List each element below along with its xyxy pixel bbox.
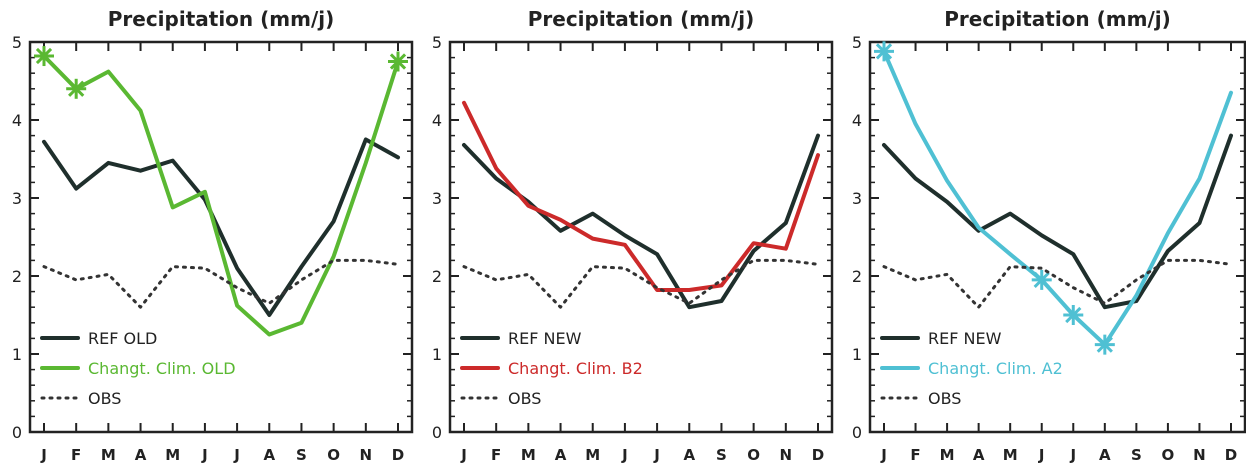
y-tick-label: 4 bbox=[12, 111, 22, 130]
series-line-3 bbox=[42, 258, 400, 309]
chart-title: Precipitation (mm/j) bbox=[108, 7, 335, 31]
x-tick-label: A bbox=[555, 446, 567, 464]
series-marker bbox=[34, 46, 54, 67]
series-line-1 bbox=[462, 133, 820, 310]
x-tick-label: J bbox=[1069, 446, 1076, 464]
series-line-3 bbox=[462, 258, 820, 309]
x-tick-label: S bbox=[716, 446, 727, 464]
y-tick-label: 1 bbox=[432, 345, 442, 364]
x-tick-label: A bbox=[1099, 446, 1111, 464]
series-marker bbox=[1031, 269, 1052, 290]
chart-title: Precipitation (mm/j) bbox=[528, 7, 755, 31]
x-tick-label: J bbox=[40, 446, 47, 464]
x-tick-label: D bbox=[812, 446, 824, 464]
legend-label: OBS bbox=[88, 389, 121, 408]
series-marker bbox=[388, 51, 408, 72]
series-marker bbox=[1094, 334, 1115, 355]
x-tick-label: O bbox=[327, 446, 340, 464]
plot-frame bbox=[28, 40, 414, 434]
x-tick-label: M bbox=[101, 446, 116, 464]
plot-frame bbox=[868, 40, 1246, 434]
x-tick-label: A bbox=[135, 446, 147, 464]
x-tick-label: O bbox=[1162, 446, 1175, 464]
x-tick-label: J bbox=[653, 446, 660, 464]
legend-label: Changt. Clim. A2 bbox=[928, 359, 1063, 378]
x-tick-label: M bbox=[165, 446, 180, 464]
x-tick-label: N bbox=[780, 446, 793, 464]
x-tick-label: A bbox=[683, 446, 695, 464]
x-tick-label: J bbox=[621, 446, 628, 464]
y-tick-label: 2 bbox=[12, 267, 22, 286]
y-tick-label: 5 bbox=[432, 33, 442, 52]
marker-stroke bbox=[875, 43, 893, 60]
legend-label: REF NEW bbox=[508, 329, 582, 348]
x-tick-label: A bbox=[263, 446, 275, 464]
series-line-2 bbox=[462, 100, 820, 292]
marker-stroke bbox=[1033, 271, 1050, 289]
x-tick-label: M bbox=[940, 446, 955, 464]
legend-label: REF OLD bbox=[88, 329, 157, 348]
x-tick-label: J bbox=[880, 446, 887, 464]
marker-stroke bbox=[68, 80, 85, 97]
x-tick-label: M bbox=[585, 446, 600, 464]
legend-label: REF NEW bbox=[928, 329, 1002, 348]
y-tick-label: 4 bbox=[852, 111, 862, 130]
x-tick-label: J bbox=[460, 446, 467, 464]
y-tick-label: 2 bbox=[432, 267, 442, 286]
x-tick-label: D bbox=[1225, 446, 1237, 464]
x-tick-label: O bbox=[747, 446, 760, 464]
legend-label: Changt. Clim. B2 bbox=[508, 359, 643, 378]
x-tick-label: A bbox=[973, 446, 985, 464]
y-tick-label: 0 bbox=[852, 423, 862, 442]
x-tick-label: J bbox=[1038, 446, 1045, 464]
y-tick-label: 1 bbox=[852, 345, 862, 364]
x-tick-label: N bbox=[1193, 446, 1206, 464]
x-tick-label: S bbox=[1131, 446, 1142, 464]
y-tick-label: 4 bbox=[432, 111, 442, 130]
x-tick-label: F bbox=[491, 446, 501, 464]
legend-label: OBS bbox=[508, 389, 541, 408]
x-tick-label: F bbox=[910, 446, 920, 464]
x-tick-label: J bbox=[201, 446, 208, 464]
x-tick-label: M bbox=[1003, 446, 1018, 464]
legend-label: OBS bbox=[928, 389, 961, 408]
x-tick-label: S bbox=[296, 446, 307, 464]
series-marker bbox=[66, 78, 87, 99]
x-tick-label: F bbox=[71, 446, 81, 464]
y-tick-label: 3 bbox=[12, 189, 22, 208]
chart-title: Precipitation (mm/j) bbox=[944, 7, 1171, 31]
y-tick-label: 2 bbox=[852, 267, 862, 286]
x-tick-label: N bbox=[360, 446, 373, 464]
y-tick-label: 3 bbox=[432, 189, 442, 208]
y-tick-label: 3 bbox=[852, 189, 862, 208]
y-tick-label: 5 bbox=[12, 33, 22, 52]
series-line-2 bbox=[42, 54, 400, 337]
series-line-2 bbox=[882, 49, 1233, 347]
series-line-1 bbox=[882, 133, 1233, 310]
y-tick-label: 1 bbox=[12, 345, 22, 364]
y-tick-label: 0 bbox=[12, 423, 22, 442]
marker-stroke bbox=[35, 47, 53, 65]
y-tick-label: 0 bbox=[432, 423, 442, 442]
marker-stroke bbox=[389, 53, 407, 70]
marker-stroke bbox=[1096, 336, 1113, 353]
marker-stroke bbox=[1065, 306, 1082, 324]
x-tick-label: D bbox=[392, 446, 404, 464]
x-tick-label: M bbox=[521, 446, 536, 464]
series-marker bbox=[1063, 305, 1084, 325]
legend-label: Changt. Clim. OLD bbox=[88, 359, 236, 378]
x-tick-label: J bbox=[233, 446, 240, 464]
series-line-1 bbox=[42, 137, 400, 317]
plot-frame bbox=[448, 40, 834, 434]
y-tick-label: 5 bbox=[852, 33, 862, 52]
series-marker bbox=[874, 41, 894, 62]
